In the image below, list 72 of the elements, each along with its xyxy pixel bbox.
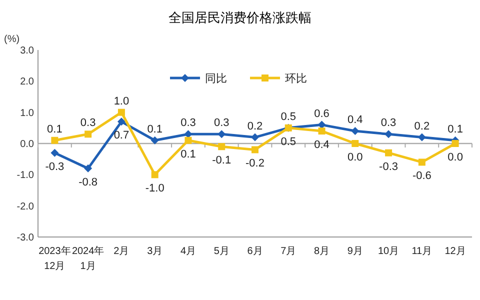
data-label: 0.3 bbox=[180, 117, 196, 130]
y-tick-label: -2.0 bbox=[16, 201, 34, 212]
x-tick-label: 9月 bbox=[347, 246, 363, 257]
x-tick-label: 7月 bbox=[280, 246, 296, 257]
x-tick-label: 6月 bbox=[247, 246, 263, 257]
data-label: 0.2 bbox=[247, 120, 263, 132]
data-label: 0.6 bbox=[314, 108, 330, 120]
x-tick-label: 8月 bbox=[314, 246, 330, 257]
point bbox=[384, 130, 393, 138]
point bbox=[50, 148, 59, 157]
data-label: 0.4 bbox=[314, 139, 330, 152]
point bbox=[117, 118, 126, 126]
data-label: 0.1 bbox=[147, 123, 162, 136]
x-tick-label: 12月 bbox=[444, 246, 466, 257]
x-tick-label: 4月 bbox=[180, 246, 196, 257]
point bbox=[318, 120, 326, 129]
data-label: 0.4 bbox=[348, 114, 363, 126]
data-label: 1.0 bbox=[114, 95, 130, 108]
y-tick-label: 3.0 bbox=[20, 46, 34, 56]
y-tick-label: 2.0 bbox=[20, 76, 34, 88]
data-label: 0.1 bbox=[47, 123, 62, 136]
data-label: -0.2 bbox=[246, 158, 264, 170]
data-label: 0.1 bbox=[180, 148, 196, 160]
data-label: -0.8 bbox=[78, 176, 98, 188]
y-tick-label: -3.0 bbox=[16, 232, 34, 244]
y-tick-label: 1.0 bbox=[20, 108, 34, 119]
data-label: 0.1 bbox=[448, 123, 463, 136]
x-tick-label: 5月 bbox=[214, 246, 230, 257]
chart-title: 全国居民消费价格涨跌幅 bbox=[168, 10, 312, 25]
point bbox=[151, 171, 158, 178]
x-tick-label: 2023年 12月 bbox=[38, 245, 71, 272]
point bbox=[118, 108, 125, 116]
point bbox=[218, 130, 226, 138]
point bbox=[84, 164, 92, 172]
data-label: 0.3 bbox=[214, 117, 230, 130]
data-label: 0.7 bbox=[114, 130, 130, 142]
x-tick-label: 2月 bbox=[114, 246, 130, 257]
data-label: 0.5 bbox=[280, 136, 296, 148]
data-label: -0.3 bbox=[379, 160, 398, 173]
point bbox=[351, 127, 360, 136]
data-label: -1.0 bbox=[145, 182, 164, 195]
point bbox=[251, 133, 259, 142]
point bbox=[51, 136, 58, 144]
data-label: 0.2 bbox=[414, 120, 430, 132]
data-label: -0.3 bbox=[45, 160, 64, 173]
y-axis-title: (%) bbox=[4, 34, 20, 45]
data-label: 0.3 bbox=[380, 117, 396, 130]
point bbox=[150, 136, 159, 144]
data-label: 0.0 bbox=[448, 152, 463, 164]
point bbox=[352, 140, 359, 147]
point bbox=[84, 130, 92, 138]
point bbox=[418, 158, 426, 166]
data-label: -0.6 bbox=[412, 170, 432, 182]
y-tick-label: 0.0 bbox=[20, 139, 34, 150]
x-tick-label: 3月 bbox=[147, 246, 163, 257]
point bbox=[385, 149, 392, 156]
data-label: 0.0 bbox=[348, 152, 363, 164]
point bbox=[218, 143, 226, 150]
point bbox=[184, 136, 192, 144]
point bbox=[418, 133, 426, 142]
x-tick-label: 11月 bbox=[412, 246, 432, 257]
legend-label: 环比 bbox=[285, 72, 307, 85]
point bbox=[452, 140, 459, 147]
point bbox=[252, 146, 258, 154]
data-label: 0.5 bbox=[280, 110, 296, 123]
data-label: -0.1 bbox=[212, 154, 232, 167]
x-tick-label: 10月 bbox=[378, 246, 400, 257]
data-label: 0.3 bbox=[80, 117, 96, 130]
point bbox=[318, 128, 326, 135]
legend-label: 同比 bbox=[205, 72, 227, 85]
x-tick-label: 2024年 1月 bbox=[72, 245, 104, 272]
y-tick-label: -1.0 bbox=[16, 170, 34, 182]
